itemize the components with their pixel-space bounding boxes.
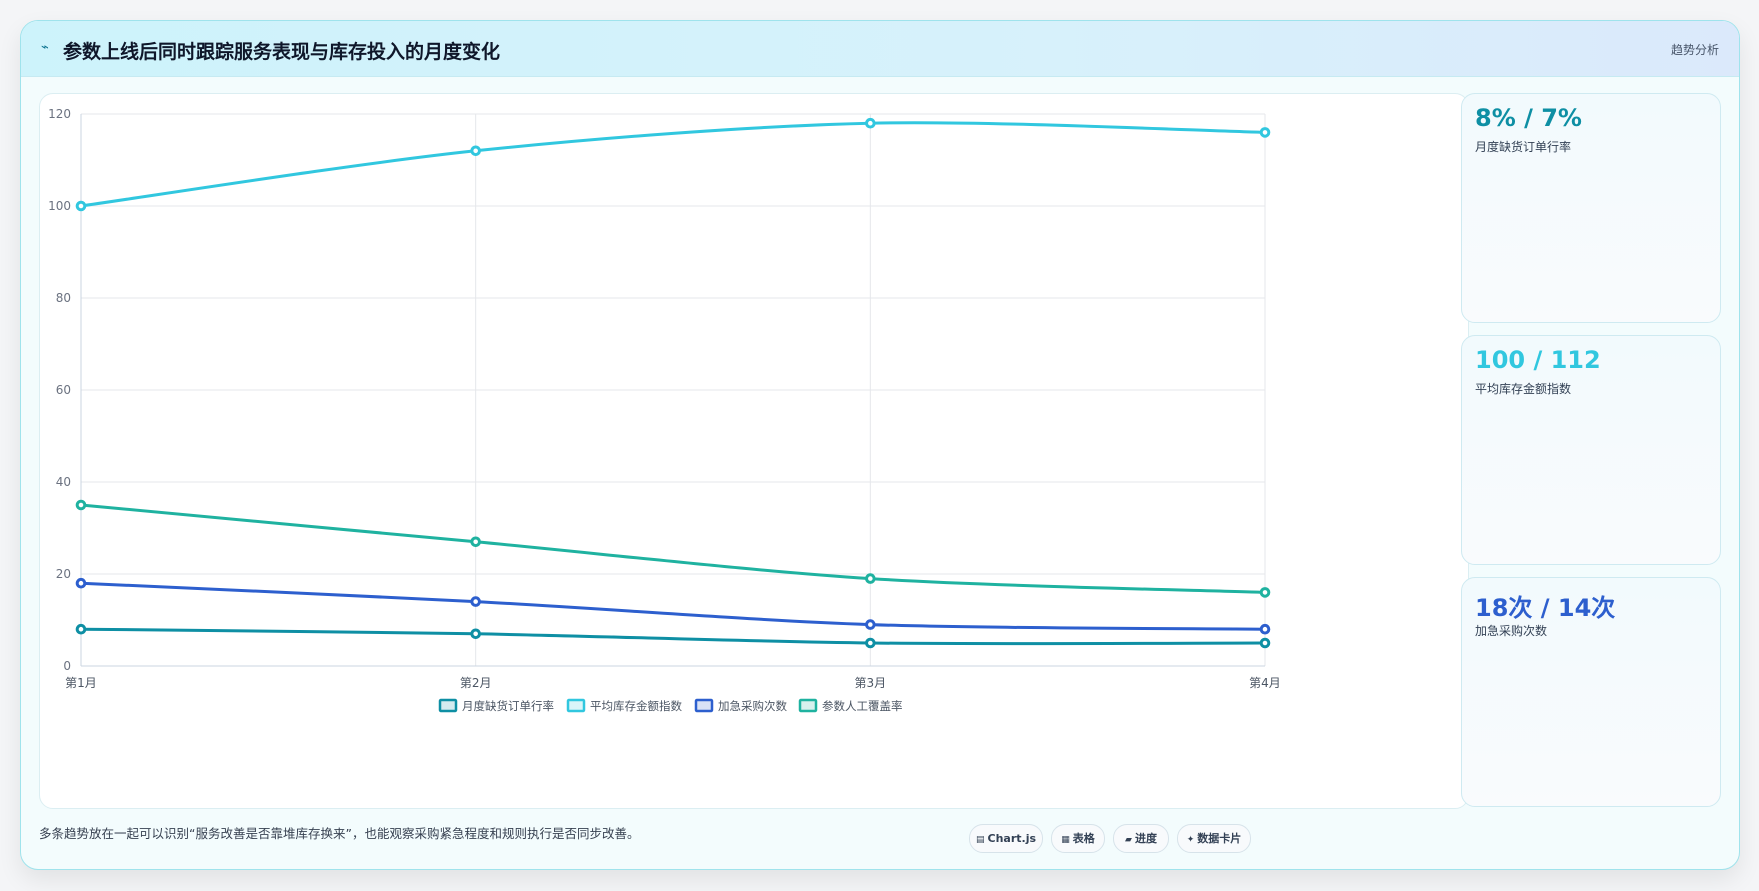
chart-panel: 0 20 40 60 80 100 120 第1月 第2月 第3月 第4月月度缺货订单行率 平均库存金… bbox=[39, 93, 1469, 809]
series-line bbox=[80, 581, 1266, 631]
y-tick-label: 60 bbox=[56, 383, 71, 397]
pill-label: 进度 bbox=[1134, 832, 1157, 845]
table-pill[interactable]: ▦ 表格 bbox=[1051, 824, 1105, 853]
x-tick-label: 第1月 bbox=[65, 676, 97, 690]
data-point bbox=[75, 200, 87, 212]
table-icon: ▦ bbox=[1061, 835, 1070, 845]
y-tick-label: 120 bbox=[48, 107, 71, 121]
series-line bbox=[80, 503, 1266, 594]
page-title: 参数上线后同时跟踪服务表现与库存投入的月度变化 bbox=[63, 41, 501, 63]
series-line bbox=[80, 121, 1266, 208]
data-point bbox=[75, 623, 87, 635]
data-point bbox=[865, 637, 876, 649]
legend-label: 月度缺货订单行率 bbox=[462, 699, 554, 713]
x-tick-label: 第2月 bbox=[460, 676, 492, 690]
data-point bbox=[470, 596, 481, 607]
data-card-pill[interactable]: ✦ 数据卡片 bbox=[1177, 824, 1251, 853]
x-tick-label: 第3月 bbox=[855, 676, 887, 690]
data-point bbox=[470, 628, 481, 640]
data-point bbox=[470, 536, 481, 548]
x-tick-label: 第4月 bbox=[1249, 676, 1281, 690]
data-point bbox=[75, 499, 87, 511]
stat-card-inventory: 100 / 112 平均库存金额指数 bbox=[1461, 335, 1721, 565]
legend-swatch bbox=[438, 698, 458, 713]
stat-label: 加急采购次数 bbox=[1475, 624, 1548, 638]
data-point bbox=[470, 145, 481, 157]
analysis-tag: 趋势分析 bbox=[1670, 43, 1719, 57]
data-point bbox=[865, 117, 876, 129]
chartjs-pill[interactable]: ▤ Chart.js bbox=[969, 824, 1043, 853]
y-tick-label: 40 bbox=[56, 475, 71, 489]
legend-label: 平均库存金额指数 bbox=[590, 699, 682, 713]
y-tick-label: 20 bbox=[56, 567, 71, 581]
trend-card: ⌁ 参数上线后同时跟踪服务表现与库存投入的月度变化 趋势分析 0 20 40 60 80… bbox=[20, 20, 1740, 870]
stat-label: 月度缺货订单行率 bbox=[1475, 140, 1572, 154]
y-tick-label: 100 bbox=[48, 199, 71, 213]
stat-card-expedite: 18次 / 14次 加急采购次数 bbox=[1461, 577, 1721, 807]
data-point bbox=[1259, 587, 1271, 598]
legend-label: 加急采购次数 bbox=[718, 699, 787, 713]
stat-card-stockout: 8% / 7% 月度缺货订单行率 bbox=[1461, 93, 1721, 323]
stat-value: 8% / 7% bbox=[1475, 104, 1582, 132]
y-tick-label: 80 bbox=[56, 291, 71, 305]
trend-icon: ⌁ bbox=[41, 40, 49, 55]
legend-swatch bbox=[694, 698, 714, 713]
data-point bbox=[1259, 637, 1271, 649]
stat-label: 平均库存金额指数 bbox=[1475, 382, 1572, 396]
legend-swatch bbox=[566, 698, 586, 713]
legend-swatch bbox=[798, 698, 818, 713]
pill-label: 数据卡片 bbox=[1197, 832, 1242, 845]
data-point bbox=[865, 573, 876, 584]
progress-pill[interactable]: ▰ 进度 bbox=[1113, 824, 1169, 853]
pill-label: Chart.js bbox=[987, 832, 1037, 845]
data-point bbox=[1259, 623, 1271, 635]
series-line bbox=[80, 627, 1266, 646]
card-header: ⌁ 参数上线后同时跟踪服务表现与库存投入的月度变化 趋势分析 bbox=[21, 21, 1739, 77]
y-tick-label: 0 bbox=[63, 659, 71, 673]
footnote: 多条趋势放在一起可以识别“服务改善是否靠堆库存换来”，也能观察采购紧急程度和规则… bbox=[39, 826, 640, 841]
chart-icon: ▤ bbox=[975, 835, 985, 845]
progress-icon: ▰ bbox=[1125, 835, 1132, 845]
stat-value: 100 / 112 bbox=[1475, 346, 1601, 374]
data-point bbox=[1259, 127, 1271, 138]
sparkle-icon: ✦ bbox=[1186, 835, 1195, 845]
data-point bbox=[865, 619, 876, 630]
pill-label: 表格 bbox=[1072, 832, 1095, 845]
stat-value: 18次 / 14次 bbox=[1475, 594, 1616, 622]
data-point bbox=[75, 577, 87, 589]
legend-label: 参数人工覆盖率 bbox=[822, 699, 903, 713]
